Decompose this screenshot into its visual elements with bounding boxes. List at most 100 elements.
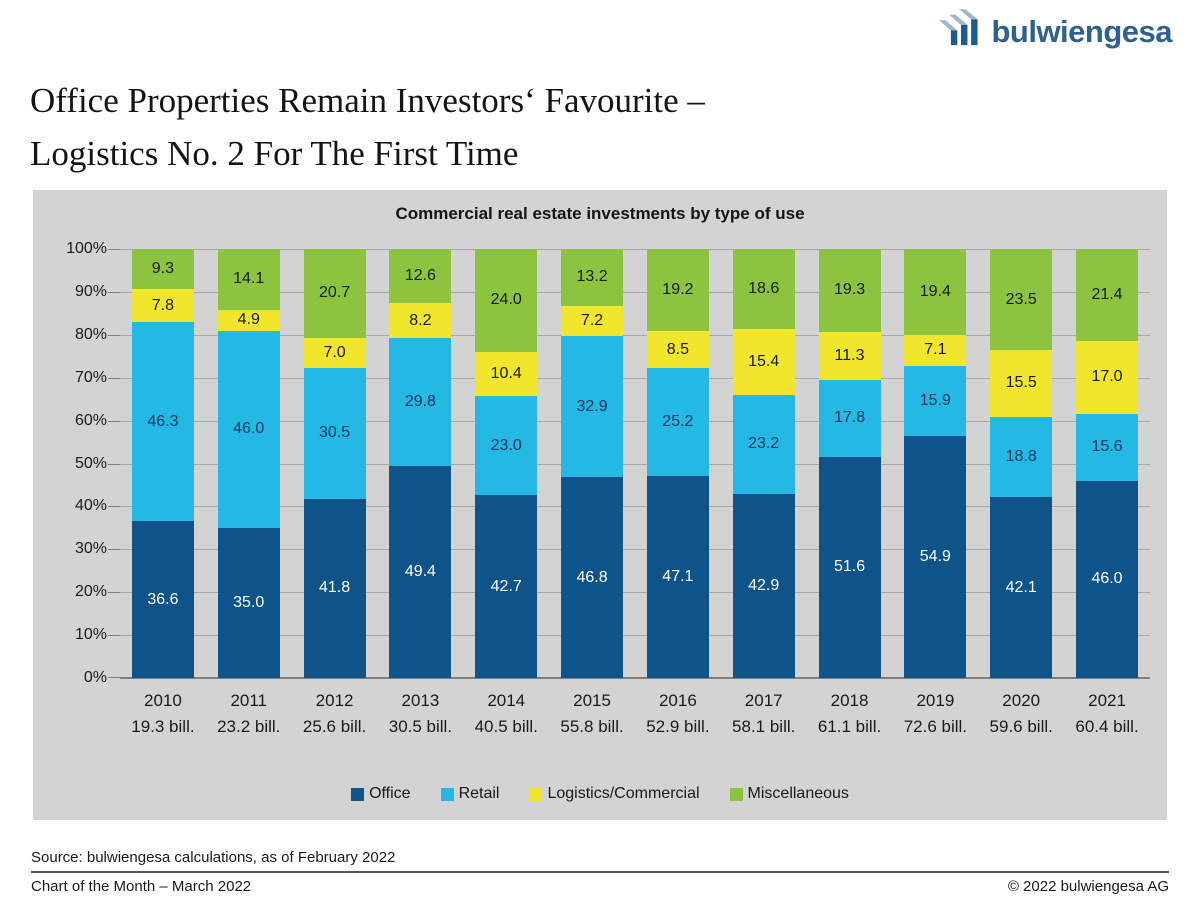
bar-value-label: 7.8 — [151, 296, 175, 314]
legend-swatch — [529, 787, 543, 801]
y-tick-label: 40% — [74, 497, 107, 515]
bar-value-label: 10.4 — [490, 365, 522, 383]
legend-item: Retail — [440, 785, 499, 803]
bar-value-label: 19.2 — [662, 281, 694, 299]
x-year-label: 2013 — [401, 691, 440, 710]
bar-segment-retail: 15.6 — [1076, 413, 1139, 481]
bar-segment-miscellaneous: 12.6 — [389, 249, 452, 304]
bar-group-2015: 46.8 32.9 7.2 13.2 — [549, 249, 635, 678]
x-volume-label: 52.9 bill. — [646, 717, 710, 736]
bar-value-label: 46.0 — [233, 420, 265, 438]
x-year-label: 2011 — [230, 691, 268, 710]
x-category-label: 2017 58.1 bill. — [721, 688, 807, 740]
plot-area: 36.6 46.3 7.8 9.3 35.0 46.0 4.9 14.1 41.8 30.5 7.0… — [108, 249, 1150, 679]
x-volume-label: 30.5 bill. — [388, 717, 453, 736]
y-tick-label: 70% — [74, 368, 107, 386]
bar-segment-miscellaneous: 23.5 — [990, 249, 1053, 350]
x-year-label: 2012 — [315, 691, 354, 710]
bar-segment-retail: 23.0 — [475, 396, 538, 495]
stacked-bar-2021: 46.0 15.6 17.0 21.4 — [1076, 249, 1139, 678]
stacked-bar-2015: 46.8 32.9 7.2 13.2 — [561, 249, 624, 678]
x-category-label: 2019 72.6 bill. — [892, 688, 978, 740]
bar-value-label: 42.9 — [748, 577, 780, 595]
y-tick-label: 80% — [74, 325, 107, 343]
legend-item: Logistics/Commercial — [529, 785, 700, 803]
x-category-label: 2015 55.8 bill. — [549, 688, 635, 740]
y-axis-labels: 100% 90% 80% 70% 60% 50% 40% 30% 20% 10% 0% — [37, 240, 107, 686]
bar-segment-retail: 25.2 — [646, 367, 709, 476]
bar-value-label: 8.2 — [409, 311, 432, 329]
bar-value-label: 7.0 — [323, 343, 346, 361]
bulwiengesa-logo: bulwiengesa — [938, 8, 1172, 56]
gridline — [120, 635, 1150, 637]
x-year-label: 2010 — [144, 691, 182, 710]
bar-value-label: 30.5 — [318, 424, 351, 442]
bar-value-label: 54.9 — [919, 547, 951, 565]
bar-value-label: 32.9 — [576, 397, 608, 415]
y-tick-label: 30% — [74, 540, 107, 558]
x-volume-label: 60.4 bill. — [1075, 717, 1139, 736]
bar-segment-office: 42.9 — [732, 494, 795, 678]
y-tick-label: 60% — [74, 411, 107, 429]
bar-segment-retail: 17.8 — [818, 380, 881, 457]
bar-value-label: 23.0 — [490, 436, 522, 454]
bar-segment-office: 46.0 — [1076, 480, 1139, 678]
logo-wordmark: bulwiengesa — [991, 14, 1172, 49]
bar-segment-miscellaneous: 18.6 — [732, 249, 795, 329]
y-axis-tick — [108, 291, 120, 293]
y-axis-tick — [108, 677, 120, 678]
gridline — [120, 420, 1150, 422]
bar-value-label: 47.1 — [662, 567, 694, 585]
bar-segment-miscellaneous: 24.0 — [475, 249, 538, 352]
bar-segment-retail: 18.8 — [990, 416, 1053, 498]
bar-segment-logistics-commercial: 7.8 — [131, 288, 194, 323]
stacked-bar-2018: 51.6 17.8 11.3 19.3 — [818, 249, 881, 678]
bar-group-2018: 51.6 17.8 11.3 19.3 — [807, 249, 893, 678]
source-note: Source: bulwiengesa calculations, as of … — [31, 849, 396, 866]
bar-segment-retail: 29.8 — [389, 338, 452, 467]
bar-segment-miscellaneous: 19.3 — [818, 249, 881, 332]
bar-segment-logistics-commercial: 15.5 — [990, 349, 1053, 417]
stacked-bar-2012: 41.8 30.5 7.0 20.7 — [303, 249, 366, 678]
legend-swatch — [440, 787, 454, 801]
x-year-label: 2017 — [744, 691, 783, 710]
chart-legend: Office Retail Logistics/Commercial Miscella… — [33, 785, 1167, 803]
y-tick-label: 10% — [74, 626, 107, 644]
bar-value-label: 15.5 — [1005, 374, 1037, 392]
bar-segment-office: 42.1 — [990, 497, 1053, 678]
bar-segment-office: 41.8 — [303, 498, 366, 678]
y-axis-tick — [108, 635, 120, 637]
bar-value-label: 18.6 — [748, 279, 780, 297]
bar-segment-miscellaneous: 19.4 — [904, 249, 967, 335]
gridline — [120, 249, 1150, 250]
x-year-label: 2021 — [1088, 691, 1126, 710]
stacked-bar-2011: 35.0 46.0 4.9 14.1 — [217, 249, 280, 678]
bar-value-label: 46.3 — [147, 412, 179, 430]
x-year-label: 2014 — [487, 691, 526, 710]
legend-label: Logistics/Commercial — [547, 785, 700, 802]
bar-segment-logistics-commercial: 15.4 — [732, 328, 795, 395]
gridline — [120, 377, 1150, 379]
bar-value-label: 15.9 — [919, 391, 951, 409]
y-axis-tick — [108, 592, 120, 594]
bar-value-label: 36.6 — [147, 590, 179, 608]
x-category-label: 2020 59.6 bill. — [978, 688, 1064, 740]
stacked-bar-2019: 54.9 15.9 7.1 19.4 — [904, 249, 967, 678]
bar-segment-logistics-commercial: 7.0 — [303, 337, 366, 368]
bar-value-label: 7.2 — [580, 312, 604, 330]
bar-value-label: 24.0 — [490, 291, 522, 309]
x-category-label: 2011 23.2 bill. — [206, 688, 292, 740]
legend-swatch — [351, 787, 365, 801]
legend-label: Miscellaneous — [747, 785, 849, 802]
bar-segment-retail: 15.9 — [904, 365, 967, 436]
bar-group-2010: 36.6 46.3 7.8 9.3 — [120, 249, 206, 678]
bar-segment-office: 54.9 — [904, 435, 967, 678]
bar-segment-retail: 46.3 — [131, 322, 194, 521]
bar-value-label: 23.2 — [748, 435, 780, 453]
gridline — [120, 334, 1150, 336]
bar-value-label: 42.7 — [490, 577, 522, 595]
x-axis-labels: 2010 19.3 bill. 2011 23.2 bill. 2012 25.6 bil… — [120, 688, 1150, 740]
bar-group-2012: 41.8 30.5 7.0 20.7 — [292, 249, 378, 678]
bar-value-label: 17.0 — [1091, 368, 1123, 386]
